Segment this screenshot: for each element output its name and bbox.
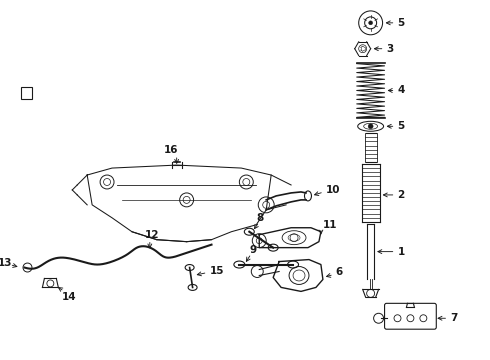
Circle shape: [368, 124, 373, 129]
Text: 6: 6: [336, 266, 343, 276]
Text: 16: 16: [164, 145, 178, 155]
Text: 15: 15: [210, 266, 224, 275]
Text: 13: 13: [0, 257, 12, 267]
Text: 3: 3: [387, 44, 394, 54]
Text: 2: 2: [397, 190, 405, 200]
Text: 14: 14: [62, 292, 77, 302]
Text: 11: 11: [323, 220, 338, 230]
Circle shape: [368, 21, 372, 25]
Text: 9: 9: [249, 245, 256, 255]
Text: 4: 4: [397, 85, 405, 95]
Text: 5: 5: [397, 121, 405, 131]
Text: 10: 10: [326, 185, 341, 195]
Text: 8: 8: [256, 213, 264, 223]
Text: 12: 12: [145, 230, 159, 240]
Text: 1: 1: [397, 247, 405, 257]
Text: 5: 5: [397, 18, 405, 28]
Text: 7: 7: [450, 313, 458, 323]
